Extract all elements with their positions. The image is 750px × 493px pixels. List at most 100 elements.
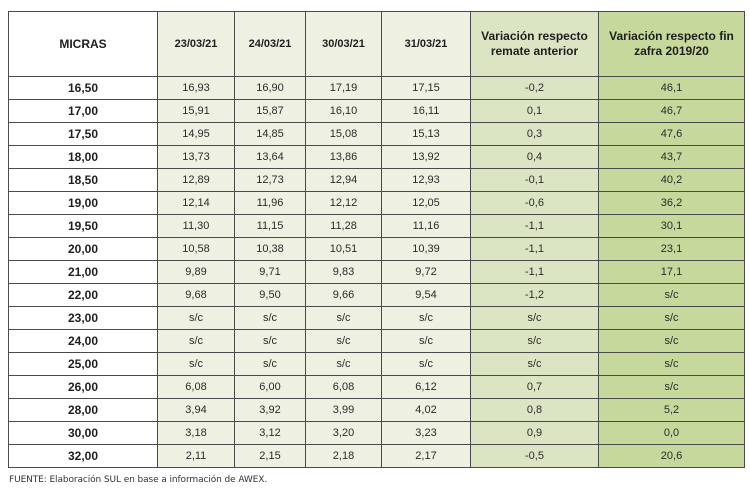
header-date-1: 23/03/21 [157,11,235,77]
table-row: 25,00 s/c s/c s/c s/c s/c s/c [8,352,745,376]
variation-season-cell: 30,1 [598,214,745,238]
price-cell: 16,10 [305,99,382,123]
price-cell: 6,08 [157,375,235,399]
micron-cell: 17,00 [8,99,158,123]
variation-season-cell: 46,1 [598,76,745,100]
table-row: 19,00 12,14 11,96 12,12 12,05 -0,6 36,2 [8,191,745,215]
price-cell: s/c [157,352,235,376]
variation-season-cell: s/c [598,306,745,330]
variation-previous-cell: -0,5 [470,444,599,468]
price-cell: 15,08 [305,122,382,146]
table-row: 18,50 12,89 12,73 12,94 12,93 -0,1 40,2 [8,168,745,192]
price-cell: 2,11 [157,444,235,468]
price-cell: 10,38 [234,237,306,261]
table-row: 19,50 11,30 11,15 11,28 11,16 -1,1 30,1 [8,214,745,238]
micron-cell: 17,50 [8,122,158,146]
price-cell: s/c [305,306,382,330]
header-variation-previous: Variación respecto remate anterior [470,11,599,77]
header-row: MICRAS 23/03/21 24/03/21 30/03/21 31/03/… [8,11,745,77]
price-cell: 15,13 [381,122,471,146]
price-cell: 9,54 [381,283,471,307]
micron-cell: 24,00 [8,329,158,353]
price-cell: 11,30 [157,214,235,238]
price-cell: 3,99 [305,398,382,422]
variation-season-cell: 20,6 [598,444,745,468]
micron-cell: 26,00 [8,375,158,399]
price-cell: 3,92 [234,398,306,422]
variation-previous-cell: 0,4 [470,145,599,169]
table-row: 18,00 13,73 13,64 13,86 13,92 0,4 43,7 [8,145,745,169]
price-cell: 6,12 [381,375,471,399]
micron-cell: 20,00 [8,237,158,261]
variation-previous-cell: 0,8 [470,398,599,422]
source-footnote: FUENTE: Elaboración SUL en base a inform… [9,475,268,485]
price-cell: 11,16 [381,214,471,238]
price-cell: 12,14 [157,191,235,215]
variation-season-cell: 47,6 [598,122,745,146]
table-body: 16,50 16,93 16,90 17,19 17,15 -0,2 46,1 … [8,76,745,468]
price-cell: 2,18 [305,444,382,468]
table-row: 22,00 9,68 9,50 9,66 9,54 -1,2 s/c [8,283,745,307]
price-cell: 9,68 [157,283,235,307]
price-cell: s/c [305,329,382,353]
micron-cell: 19,00 [8,191,158,215]
price-cell: 12,94 [305,168,382,192]
variation-previous-cell: -0,1 [470,168,599,192]
variation-season-cell: 36,2 [598,191,745,215]
table-row: 24,00 s/c s/c s/c s/c s/c s/c [8,329,745,353]
table-row: 20,00 10,58 10,38 10,51 10,39 -1,1 23,1 [8,237,745,261]
price-cell: 14,85 [234,122,306,146]
price-cell: s/c [381,306,471,330]
table-row: 28,00 3,94 3,92 3,99 4,02 0,8 5,2 [8,398,745,422]
variation-previous-cell: -1,1 [470,214,599,238]
variation-season-cell: s/c [598,375,745,399]
price-cell: 17,19 [305,76,382,100]
variation-previous-cell: 0,3 [470,122,599,146]
variation-season-cell: 43,7 [598,145,745,169]
price-cell: 6,00 [234,375,306,399]
price-cell: 3,12 [234,421,306,445]
price-cell: 9,50 [234,283,306,307]
micron-cell: 23,00 [8,306,158,330]
price-cell: 16,11 [381,99,471,123]
price-cell: s/c [157,306,235,330]
variation-season-cell: 46,7 [598,99,745,123]
price-cell: 12,12 [305,191,382,215]
price-cell: 2,15 [234,444,306,468]
price-cell: 12,05 [381,191,471,215]
price-cell: 6,08 [305,375,382,399]
header-variation-previous-line2: remate anterior [490,44,579,58]
micron-cell: 16,50 [8,76,158,100]
price-cell: 11,28 [305,214,382,238]
variation-previous-cell: -0,6 [470,191,599,215]
variation-season-cell: 0,0 [598,421,745,445]
price-cell: 13,73 [157,145,235,169]
table-row: 26,00 6,08 6,00 6,08 6,12 0,7 s/c [8,375,745,399]
variation-previous-cell: -0,2 [470,76,599,100]
header-variation-season-line2: zafra 2019/20 [634,44,709,58]
price-cell: 10,39 [381,237,471,261]
micron-cell: 30,00 [8,421,158,445]
price-cell: 16,90 [234,76,306,100]
micron-cell: 19,50 [8,214,158,238]
header-variation-previous-line1: Variación respecto [481,29,588,43]
header-micras: MICRAS [8,11,158,77]
variation-season-cell: s/c [598,352,745,376]
price-cell: 11,96 [234,191,306,215]
micron-cell: 21,00 [8,260,158,284]
price-cell: 12,89 [157,168,235,192]
micron-cell: 28,00 [8,398,158,422]
micron-cell: 18,00 [8,145,158,169]
price-cell: 12,93 [381,168,471,192]
price-cell: 13,92 [381,145,471,169]
price-cell: s/c [381,329,471,353]
price-cell: 14,95 [157,122,235,146]
price-cell: 9,83 [305,260,382,284]
price-cell: 3,23 [381,421,471,445]
variation-season-cell: s/c [598,283,745,307]
header-variation-season-line1: Variación respecto fin [609,29,734,43]
price-cell: 9,71 [234,260,306,284]
price-cell: 3,18 [157,421,235,445]
micron-cell: 22,00 [8,283,158,307]
price-cell: 12,73 [234,168,306,192]
